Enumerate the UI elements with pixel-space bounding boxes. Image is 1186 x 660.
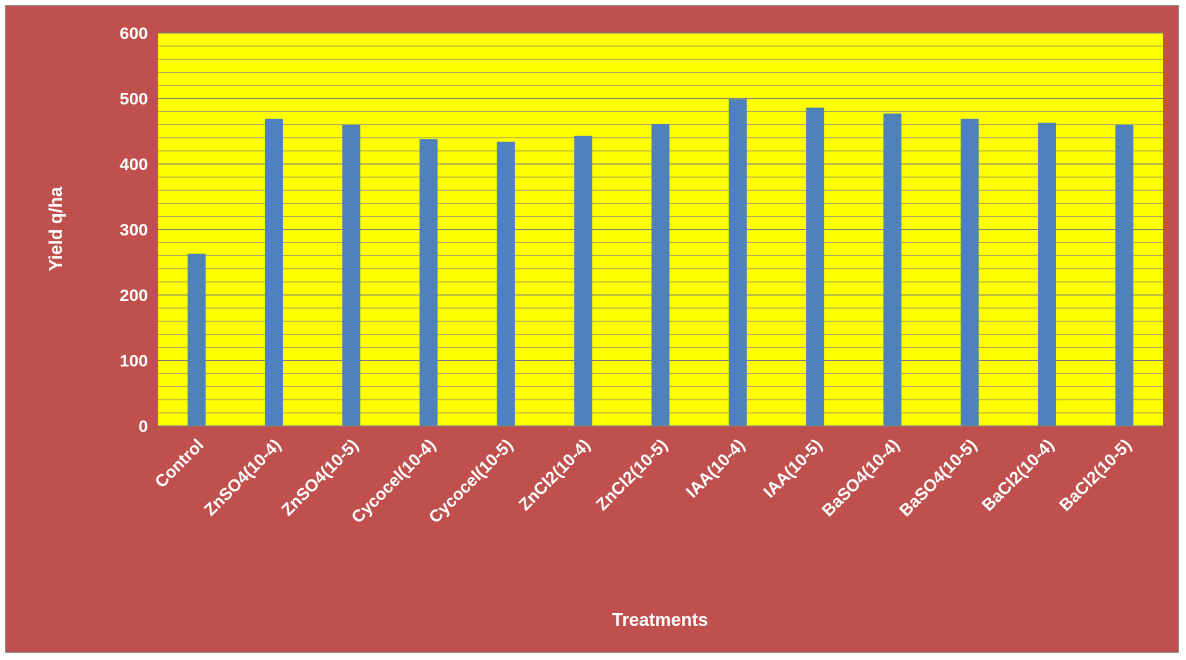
y-tick-label: 600 — [120, 24, 148, 43]
x-tick-label: BaCl2(10-5) — [1056, 435, 1136, 515]
bar — [651, 124, 670, 427]
y-axis-title: Yield q/ha — [46, 186, 66, 271]
x-tick-label: BaSO4(10-4) — [818, 435, 903, 520]
x-tick-label: ZnSO4(10-4) — [201, 435, 285, 519]
x-tick-label: IAA(10-5) — [760, 435, 826, 501]
x-tick-label: ZnSO4(10-5) — [278, 435, 362, 519]
bar — [728, 99, 747, 426]
x-tick-label: Control — [151, 435, 207, 491]
y-tick-label: 400 — [120, 155, 148, 174]
y-tick-labels: 0 100 200 300 400 500 600 — [120, 24, 148, 436]
bar — [806, 107, 825, 427]
x-tick-label: ZnCl2(10-5) — [592, 435, 671, 514]
x-tick-label: ZnCl2(10-4) — [515, 435, 594, 514]
bar — [960, 118, 979, 427]
bar — [496, 141, 515, 427]
y-tick-label: 0 — [139, 417, 148, 436]
y-tick-label: 500 — [120, 90, 148, 109]
bar — [187, 253, 206, 426]
x-tick-label: BaCl2(10-4) — [978, 435, 1058, 515]
y-tick-label: 200 — [120, 286, 148, 305]
x-axis-title: Treatments — [612, 610, 708, 630]
bar — [264, 118, 283, 427]
bar — [419, 139, 438, 427]
bar — [1038, 122, 1057, 427]
bars — [187, 99, 1134, 427]
y-tick-label: 100 — [120, 352, 148, 371]
x-tick-label: IAA(10-4) — [682, 435, 748, 501]
x-tick-label: BaSO4(10-5) — [896, 435, 981, 520]
bar — [883, 113, 902, 426]
bar — [342, 124, 361, 426]
x-tick-labels: ControlZnSO4(10-4)ZnSO4(10-5)Cycocel(10-… — [151, 435, 1135, 527]
bar — [574, 135, 593, 426]
y-tick-label: 300 — [120, 221, 148, 240]
bar — [1115, 124, 1134, 426]
